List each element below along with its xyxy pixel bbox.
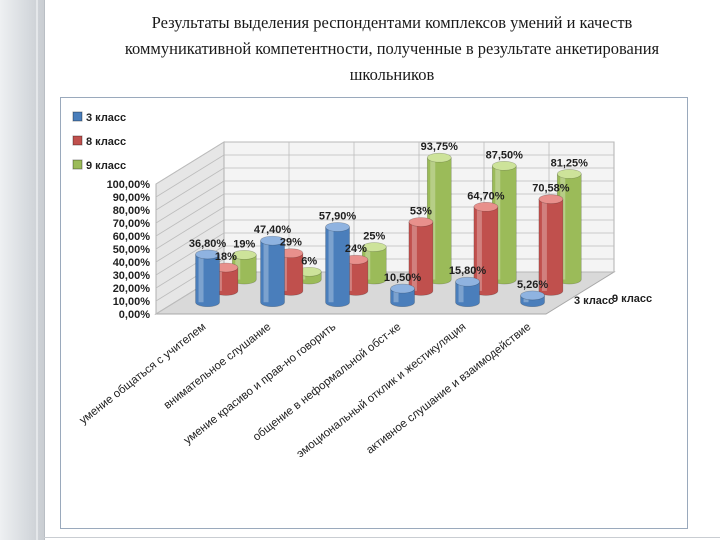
- cylinder-highlight: [541, 199, 547, 291]
- data-label: 57,90%: [319, 210, 357, 222]
- bar-1-3: [408, 217, 434, 296]
- data-label: 19%: [233, 238, 255, 250]
- cylinder-highlight: [198, 254, 204, 303]
- slide-decoration-strip: [0, 0, 45, 540]
- legend-swatch: [72, 159, 83, 170]
- bar-0-1: [260, 235, 285, 308]
- cylinder-top: [195, 249, 220, 260]
- data-label: 10,50%: [384, 272, 422, 284]
- cylinder-body: [260, 240, 285, 308]
- bar-0-0: [195, 249, 220, 308]
- y-tick-label: 10,00%: [113, 296, 151, 308]
- cylinder-body: [455, 281, 480, 308]
- legend-label: 8 класс: [86, 136, 126, 148]
- y-tick-label: 20,00%: [113, 283, 151, 295]
- cylinder-top: [390, 283, 415, 294]
- data-label: 47,40%: [254, 224, 292, 236]
- bar-0-5: [520, 290, 545, 308]
- slide-title: Результаты выделения респондентами компл…: [92, 10, 692, 88]
- y-tick-label: 30,00%: [113, 270, 151, 282]
- cylinder-body: [195, 254, 220, 308]
- title-line-3: школьников: [349, 65, 435, 84]
- bar-0-3: [390, 283, 415, 308]
- cylinder-highlight: [430, 157, 436, 280]
- cylinder-top: [231, 250, 257, 260]
- grid-line-side: [155, 141, 225, 185]
- grid-line-side: [155, 167, 225, 211]
- data-label: 25%: [363, 231, 385, 243]
- bar-1-4: [473, 201, 499, 296]
- data-label: 70,58%: [532, 183, 570, 195]
- cylinder-highlight: [328, 226, 334, 303]
- cylinder-highlight: [476, 206, 482, 291]
- category-label: внимательное слушание: [162, 321, 274, 412]
- y-tick-label: 40,00%: [113, 257, 151, 269]
- cylinder-top: [538, 194, 564, 204]
- cylinder-highlight: [393, 288, 399, 303]
- y-tick-label: 100,00%: [107, 179, 151, 191]
- cylinder-body: [325, 226, 350, 308]
- bar-0-2: [325, 222, 350, 308]
- legend-swatch: [72, 111, 83, 122]
- legend-label: 9 класс: [86, 160, 126, 172]
- data-label: 93,75%: [421, 141, 459, 153]
- cylinder-top: [556, 169, 582, 179]
- grid-line-side: [155, 219, 225, 263]
- chart-frame: 0,00% 10,00% 20,00% 30,00% 40,00% 50,00% 60,00…: [60, 97, 688, 529]
- cylinder-top: [491, 161, 517, 171]
- grid-line-side: [155, 180, 225, 224]
- data-label: 6%: [301, 255, 317, 267]
- depth-axis-label: 3 класс: [574, 295, 614, 307]
- cylinder-highlight: [411, 222, 417, 291]
- y-tick-label: 50,00%: [113, 244, 151, 256]
- data-label: 18%: [215, 251, 237, 263]
- chart-canvas: 0,00%10,00%20,00%30,00%40,00%50,00%60,00…: [72, 111, 652, 460]
- cylinder-body: [390, 288, 415, 308]
- cylinder-top: [520, 290, 545, 301]
- y-tick-label: 70,00%: [113, 218, 151, 230]
- data-label: 64,70%: [467, 190, 505, 202]
- y-tick-label: 80,00%: [113, 205, 151, 217]
- data-label: 24%: [345, 243, 367, 255]
- y-tick-label: 0,00%: [119, 309, 150, 321]
- grid-line-side: [155, 232, 225, 276]
- data-label: 53%: [410, 206, 432, 218]
- data-label: 15,80%: [449, 265, 487, 277]
- cylinder-highlight: [458, 281, 464, 303]
- grid-line-side: [155, 154, 225, 198]
- data-label: 81,25%: [551, 157, 589, 169]
- cylinder-top: [455, 276, 480, 287]
- data-label: 5,26%: [517, 279, 548, 291]
- data-label: 87,50%: [486, 149, 524, 161]
- bar-0-4: [455, 276, 480, 308]
- data-label: 29%: [280, 237, 302, 249]
- y-tick-label: 60,00%: [113, 231, 151, 243]
- title-line-2: коммуникативной компетентности, полученн…: [124, 39, 660, 58]
- y-tick-label: 90,00%: [113, 192, 151, 204]
- cylinder-top: [426, 152, 452, 163]
- cylinder-top: [325, 222, 350, 232]
- legend-label: 3 класс: [86, 112, 126, 124]
- grid-line-side: [155, 206, 225, 250]
- category-label: умение общаться с учителем: [78, 321, 209, 427]
- data-label: 36,80%: [189, 238, 227, 250]
- slide-bottom-rule: [44, 537, 720, 538]
- cylinder-top: [260, 235, 285, 246]
- grid-line-side: [155, 193, 225, 237]
- depth-axis-label: 9 класс: [612, 293, 652, 305]
- cylinder-top: [473, 201, 499, 212]
- legend-swatch: [72, 135, 83, 146]
- bar-2-3: [426, 152, 452, 285]
- cylinder-highlight: [263, 240, 269, 303]
- cylinder-top: [408, 217, 434, 227]
- title-line-1: Результаты выделения респондентами компл…: [151, 13, 633, 32]
- cylinder-top: [361, 242, 387, 252]
